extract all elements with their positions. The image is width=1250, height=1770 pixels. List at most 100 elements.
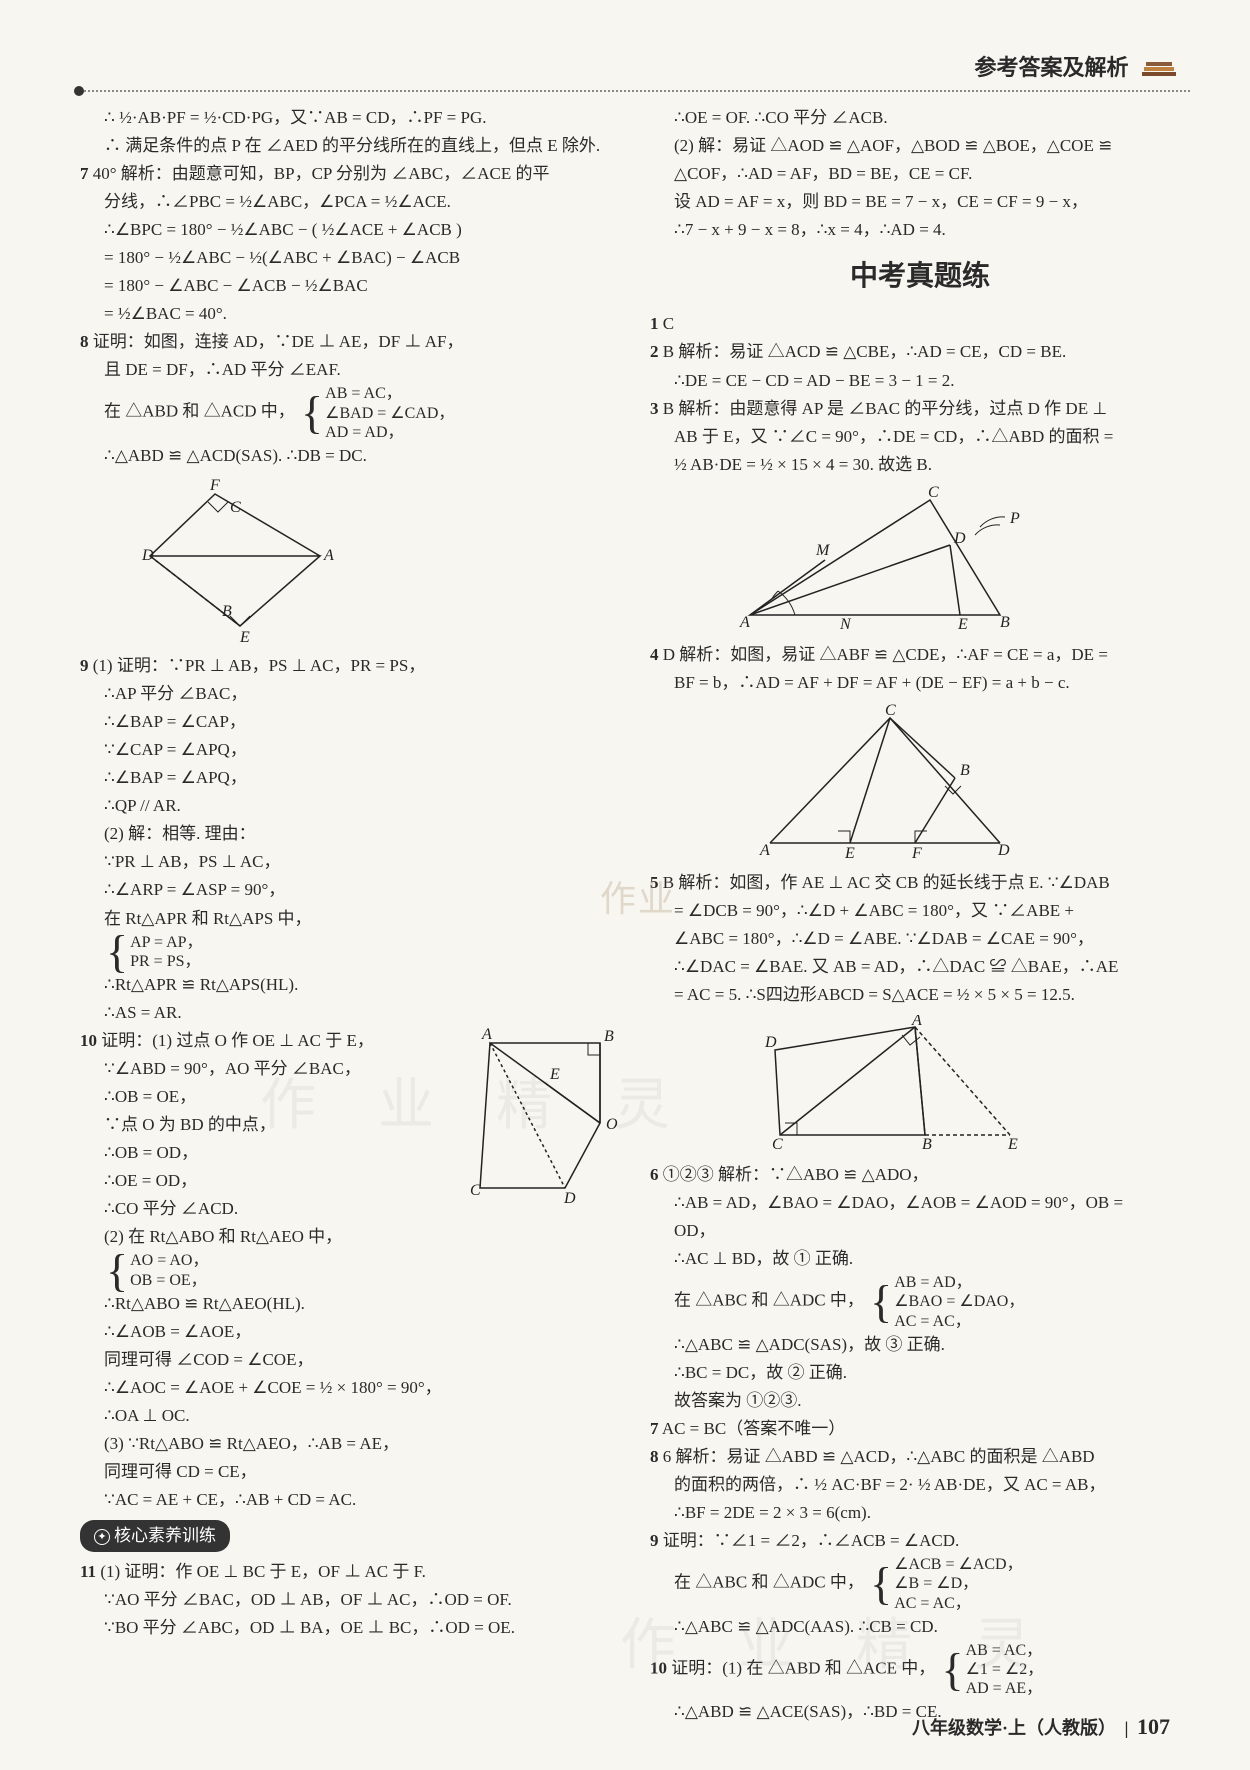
svg-text:A: A (739, 614, 750, 631)
text-line: 2 B 解析：易证 △ACD ≌ △CBE，∴AD = CE，CD = BE. (650, 338, 1190, 366)
svg-text:D: D (563, 1190, 576, 1203)
text-line: 在 △ABC 和 △ADC 中， {AB = AD，∠BAO = ∠DAO，AC… (650, 1273, 1190, 1331)
item-num: 5 (650, 873, 659, 892)
text-line: ∴Rt△APR ≌ Rt△APS(HL). (80, 971, 620, 999)
books-icon (1140, 58, 1180, 82)
text-line: 8 证明：如图，连接 AD，∵DE ⊥ AE，DF ⊥ AF， (80, 328, 620, 356)
text-line: = AC = 5. ∴S四边形ABCD = S△ACE = ½ × 5 × 5 … (650, 981, 1190, 1009)
text-line: ∴Rt△ABO ≌ Rt△AEO(HL). (80, 1290, 620, 1318)
svg-text:O: O (606, 1116, 618, 1133)
svg-text:N: N (839, 616, 852, 633)
footer-text: 八年级数学·上（人教版） (912, 1718, 1116, 1738)
text-line: ∴BF = 2DE = 2 × 3 = 6(cm). (650, 1499, 1190, 1527)
text-line: 同理可得 ∠COD = ∠COE， (80, 1346, 620, 1374)
text-line: ∴AC ⊥ BD，故 ① 正确. (650, 1245, 1190, 1273)
text-line: 在 △ABC 和 △ADC 中， {∠ACB = ∠ACD，∠B = ∠D，AC… (650, 1555, 1190, 1613)
text-line: 分线，∴∠PBC = ½∠ABC，∠PCA = ½∠ACE. (80, 188, 620, 216)
text-line: (2) 在 Rt△ABO 和 Rt△AEO 中， (80, 1223, 620, 1251)
text-line: ∴∠ARP = ∠ASP = 90°， (80, 876, 620, 904)
text-line: ∵BO 平分 ∠ABC，OD ⊥ BA，OE ⊥ BC，∴OD = OE. (80, 1614, 620, 1642)
text-line: 故答案为 ①②③. (650, 1387, 1190, 1415)
text-line: 5 B 解析：如图，作 AE ⊥ AC 交 CB 的延长线于点 E. ∵∠DAB (650, 869, 1190, 897)
svg-text:B: B (604, 1028, 614, 1045)
text-line: △COF，∴AD = AF，BD = BE，CE = CF. (650, 160, 1190, 188)
star-icon: ✦ (94, 1529, 110, 1545)
svg-text:A: A (759, 842, 770, 859)
text-line: {AP = AP，PR = PS， (80, 933, 620, 971)
text-line: ∴AB = AD，∠BAO = ∠DAO，∠AOB = ∠AOD = 90°，O… (650, 1189, 1190, 1217)
text-line: 3 B 解析：由题意得 AP 是 ∠BAC 的平分线，过点 D 作 DE ⊥ (650, 395, 1190, 423)
text-line: 9 (1) 证明：∵PR ⊥ AB，PS ⊥ AC，PR = PS， (80, 652, 620, 680)
figure-quad-5: D A C B E (750, 1015, 1030, 1155)
svg-text:M: M (815, 542, 831, 559)
text-line: = 180° − ½∠ABC − ½(∠ABC + ∠BAC) − ∠ACB (80, 244, 620, 272)
text-line: (3) ∵Rt△ABO ≌ Rt△AEO，∴AB = AE， (80, 1430, 620, 1458)
text-line: ∴△ABC ≌ △ADC(AAS). ∴CB = CD. (650, 1613, 1190, 1641)
text-line: 6 ①②③ 解析：∵△ABO ≌ △ADO， (650, 1161, 1190, 1189)
text-line: ∴∠AOB = ∠AOE， (80, 1318, 620, 1346)
svg-text:D: D (141, 547, 154, 564)
text-line: ∴∠AOC = ∠AOE + ∠COE = ½ × 180° = 90°， (80, 1374, 620, 1402)
svg-text:C: C (470, 1182, 481, 1199)
text-line: ∴ 满足条件的点 P 在 ∠AED 的平分线所在的直线上，但点 E 除外. (80, 132, 620, 160)
svg-text:B: B (922, 1136, 932, 1153)
svg-text:B: B (960, 762, 970, 779)
text-line: ∠ABC = 180°，∴∠D = ∠ABE. ∵∠DAB = ∠CAE = 9… (650, 925, 1190, 953)
svg-text:D: D (764, 1034, 777, 1051)
svg-text:A: A (911, 1015, 922, 1029)
figure-triangle-4: A C B D E F (750, 703, 1020, 863)
text-line: ∴7 − x + 9 − x = 8，∴x = 4，∴AD = 4. (650, 216, 1190, 244)
item-num: 10 (80, 1031, 97, 1050)
text-line: ∴△ABD ≌ △ACD(SAS). ∴DB = DC. (80, 442, 620, 470)
text-line: 在 Rt△APR 和 Rt△APS 中， (80, 905, 620, 933)
text-line: AB 于 E，又 ∵∠C = 90°，∴DE = CD，∴△ABD 的面积 = (650, 423, 1190, 451)
item-num: 1 (650, 314, 659, 333)
text-line: 4 D 解析：如图，易证 △ABF ≌ △CDE，∴AF = CE = a，DE… (650, 641, 1190, 669)
text-line: = ½∠BAC = 40°. (80, 300, 620, 328)
header-divider (80, 90, 1190, 92)
item-num: 3 (650, 399, 659, 418)
item-num: 9 (650, 1531, 659, 1550)
text-line: ½ AB·DE = ½ × 15 × 4 = 30. 故选 B. (650, 451, 1190, 479)
svg-text:C: C (772, 1136, 783, 1153)
svg-text:B: B (1000, 614, 1010, 631)
text-line: ∴∠BPC = 180° − ½∠ABC − ( ½∠ACE + ∠ACB ) (80, 216, 620, 244)
svg-text:E: E (1007, 1136, 1018, 1153)
text-line: 在 △ABD 和 △ACD 中， {AB = AC，∠BAD = ∠CAD，AD… (80, 384, 620, 442)
svg-text:E: E (239, 629, 250, 646)
figure-triangle-1: D A F C E B (120, 476, 340, 646)
text-line: OD， (650, 1217, 1190, 1245)
header-title: 参考答案及解析 (974, 55, 1128, 80)
svg-text:P: P (1009, 510, 1020, 527)
text-line: 9 证明：∵∠1 = ∠2，∴∠ACB = ∠ACD. (650, 1527, 1190, 1555)
item-num: 2 (650, 342, 659, 361)
svg-text:E: E (844, 845, 855, 862)
figure-triangle-3: A B C D M N E P (730, 485, 1040, 635)
text-line: ∵AO 平分 ∠BAC，OD ⊥ AB，OF ⊥ AC，∴OD = OF. (80, 1586, 620, 1614)
left-column: ∴ ½·AB·PF = ½·CD·PG，又∵AB = CD，∴PF = PG. … (80, 104, 620, 1726)
text-line: 的面积的两倍，∴ ½ AC·BF = 2· ½ AB·DE，又 AC = AB， (650, 1471, 1190, 1499)
text-line: = ∠DCB = 90°，∴∠D + ∠ABC = 180°，又 ∵∠ABE + (650, 897, 1190, 925)
text-line: ∴∠BAP = ∠CAP， (80, 708, 620, 736)
svg-text:E: E (957, 616, 968, 633)
text-line: 10 证明：(1) 在 △ABD 和 △ACE 中， {AB = AC，∠1 =… (650, 1641, 1190, 1699)
text-line: 7 40° 解析：由题意可知，BP，CP 分别为 ∠ABC，∠ACE 的平 (80, 160, 620, 188)
text-line: = 180° − ∠ABC − ∠ACB − ½∠BAC (80, 272, 620, 300)
text-line: BF = b，∴AD = AF + DF = AF + (DE − EF) = … (650, 669, 1190, 697)
svg-text:F: F (911, 845, 922, 862)
text-line: ∵AC = AE + CE，∴AB + CD = AC. (80, 1486, 620, 1514)
text-line: ∵PR ⊥ AB，PS ⊥ AC， (80, 848, 620, 876)
text-line: ∵∠CAP = ∠APQ， (80, 736, 620, 764)
page-number: 107 (1137, 1714, 1170, 1739)
item-num: 7 (80, 164, 89, 183)
right-column: ∴OE = OF. ∴CO 平分 ∠ACB. (2) 解：易证 △AOD ≌ △… (650, 104, 1190, 1726)
item-num: 8 (80, 332, 89, 351)
figure-triangle-2: A B O D C E (460, 1023, 630, 1203)
page-header: 参考答案及解析 (80, 50, 1190, 82)
text-line: ∴QP // AR. (80, 792, 620, 820)
item-num: 7 (650, 1419, 659, 1438)
content-columns: ∴ ½·AB·PF = ½·CD·PG，又∵AB = CD，∴PF = PG. … (80, 104, 1190, 1726)
item-num: 8 (650, 1447, 659, 1466)
svg-text:B: B (222, 603, 232, 620)
text-line: (2) 解：相等. 理由： (80, 820, 620, 848)
